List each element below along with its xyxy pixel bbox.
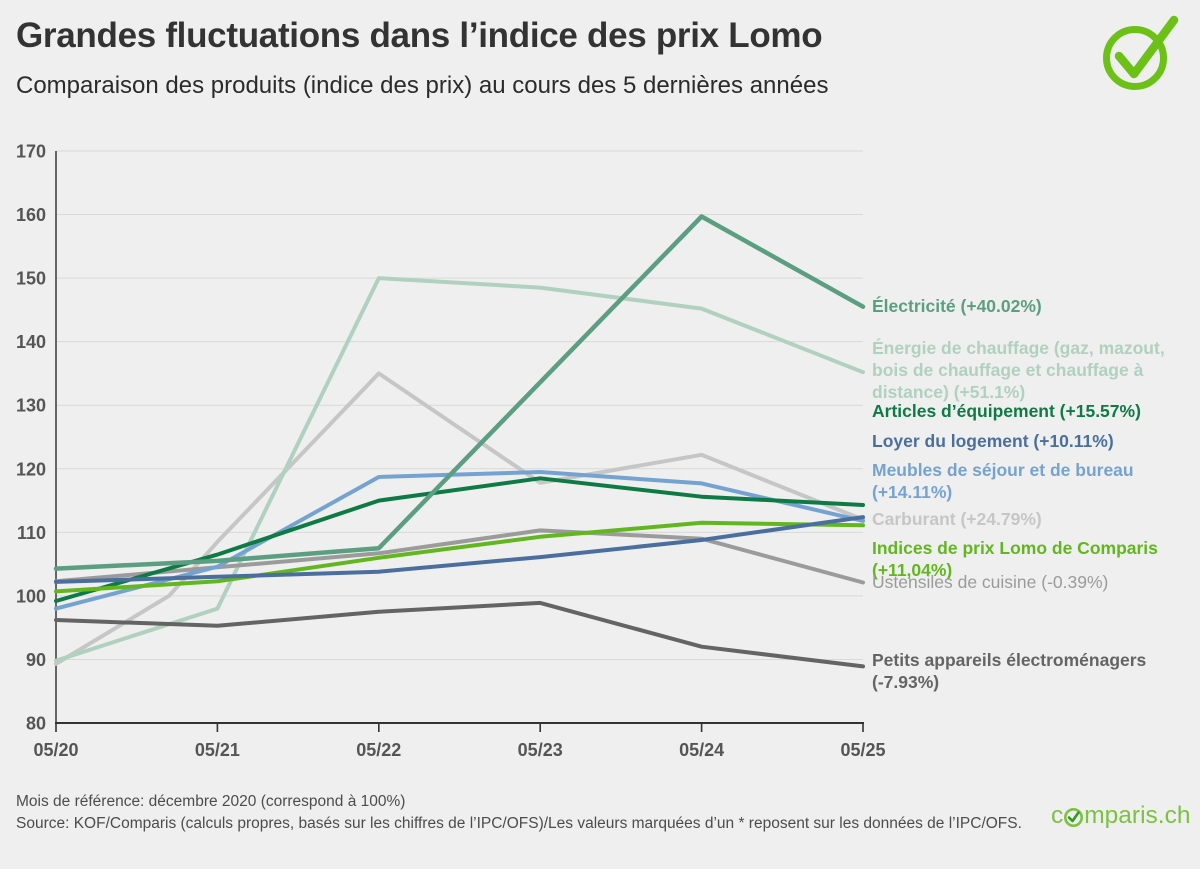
page-subtitle: Comparaison des produits (indice des pri… bbox=[16, 72, 829, 100]
reference-note: Mois de référence: décembre 2020 (corres… bbox=[16, 793, 406, 810]
x-tick-label-05/24: 05/24 bbox=[679, 740, 724, 760]
series-line-ustensiles bbox=[54, 528, 865, 585]
series-line-meubles bbox=[54, 470, 865, 611]
series-line-carburant bbox=[54, 371, 865, 666]
legend-label-meubles: Meubles de séjour et de bureau (+14.11%) bbox=[872, 460, 1134, 503]
comparis-wordmark-prefix: c bbox=[1051, 802, 1064, 829]
y-tick-label-100: 100 bbox=[16, 586, 46, 606]
comparis-checkmark-icon bbox=[1103, 15, 1179, 90]
y-tick-label-90: 90 bbox=[26, 650, 46, 670]
y-tick-label-170: 170 bbox=[16, 142, 46, 162]
legend-label-ustensiles: Ustensiles de cuisine (-0.39%) bbox=[872, 572, 1109, 592]
x-tick-label-05/22: 05/22 bbox=[356, 740, 401, 760]
series-line-petits bbox=[54, 600, 865, 669]
y-tick-label-150: 150 bbox=[16, 269, 46, 289]
source-note: Source: KOF/Comparis (calculs propres, b… bbox=[16, 815, 1022, 832]
series-line-electricite bbox=[53, 214, 866, 571]
chart-footnotes: Mois de référence: décembre 2020 (corres… bbox=[16, 791, 1030, 835]
comparis-wordmark-suffix: mparis.ch bbox=[1084, 802, 1191, 829]
y-tick-label-120: 120 bbox=[16, 459, 46, 479]
legend-label-articles: Articles d’équipement (+15.57%) bbox=[872, 401, 1141, 421]
legend-label-energie: Énergie de chauffage (gaz, mazout, bois … bbox=[872, 338, 1165, 403]
series-line-lomo bbox=[54, 520, 865, 594]
legend-label-lomo: Indices de prix Lomo de Comparis (+11,04… bbox=[872, 538, 1158, 581]
legend-label-electricite: Électricité (+40.02%) bbox=[872, 296, 1042, 316]
legend-label-carburant: Carburant (+24.79%) bbox=[872, 509, 1042, 529]
chart-header: Grandes fluctuations dans l’indice des p… bbox=[16, 16, 1086, 101]
x-tick-label-05/23: 05/23 bbox=[518, 740, 563, 760]
y-tick-label-130: 130 bbox=[16, 396, 46, 416]
series-line-energie bbox=[54, 276, 865, 663]
y-tick-label-140: 140 bbox=[16, 332, 46, 352]
y-tick-label-160: 160 bbox=[16, 205, 46, 225]
page-title: Grandes fluctuations dans l’indice des p… bbox=[16, 16, 823, 55]
comparis-wordmark: c mparis.ch bbox=[1051, 802, 1190, 830]
x-tick-label-05/25: 05/25 bbox=[840, 740, 885, 760]
series-line-loyer bbox=[54, 515, 865, 584]
legend-label-petits: Petits appareils électroménagers (-7.93%… bbox=[872, 650, 1147, 693]
legend-label-loyer: Loyer du logement (+10.11%) bbox=[872, 431, 1114, 451]
y-tick-label-110: 110 bbox=[17, 523, 46, 543]
x-tick-label-05/20: 05/20 bbox=[33, 740, 78, 760]
comparis-o-check-icon bbox=[1064, 808, 1084, 827]
y-tick-label-80: 80 bbox=[26, 714, 46, 734]
x-tick-label-05/21: 05/21 bbox=[195, 740, 240, 760]
